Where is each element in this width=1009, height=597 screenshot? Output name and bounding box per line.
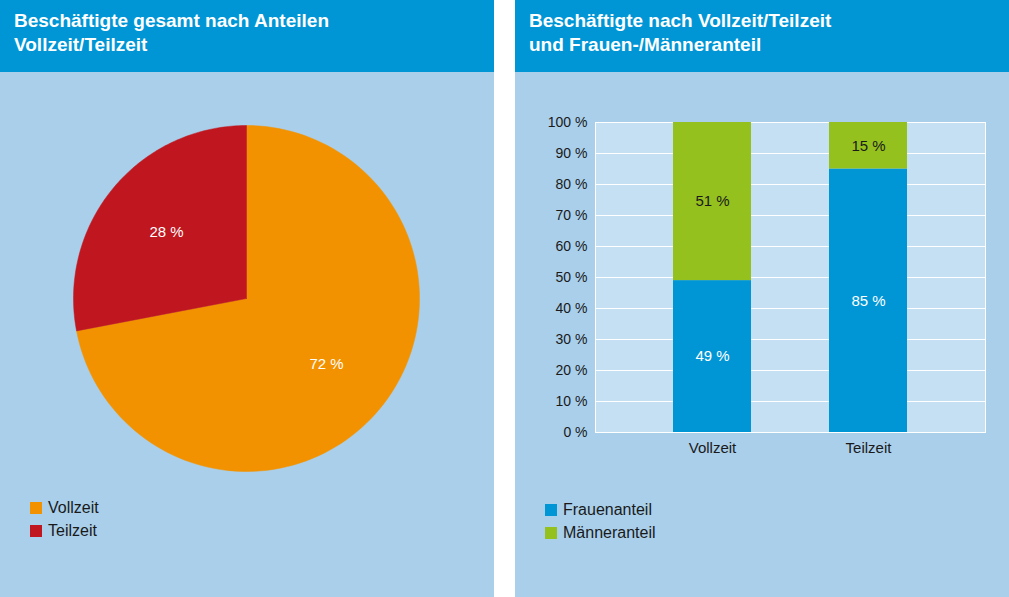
svg-text:70 %: 70 % [556,207,588,223]
svg-text:0 %: 0 % [563,424,587,440]
svg-text:20 %: 20 % [556,362,588,378]
svg-text:50 %: 50 % [556,269,588,285]
svg-text:40 %: 40 % [556,300,588,316]
html-text:Frauenanteil: Frauenanteil [563,500,652,518]
svg-text:85 %: 85 % [851,292,885,309]
svg-text:28 %: 28 % [149,223,183,240]
svg-text:60 %: 60 % [556,238,588,254]
svg-text:100 %: 100 % [548,114,588,130]
svg-text:Teilzeit: Teilzeit [846,439,893,456]
svg-text:51 %: 51 % [695,192,729,209]
svg-text:Vollzeit: Vollzeit [689,439,737,456]
html-text:Beschäftigte nach Vollzeit/Tei: Beschäftigte nach Vollzeit/Teilzeit und … [529,10,832,55]
svg-text:72 %: 72 % [309,355,343,372]
svg-text:49 %: 49 % [695,347,729,364]
html-text:Vollzeit: Vollzeit [48,498,99,516]
html-text:Männeranteil: Männeranteil [563,523,656,541]
svg-text:30 %: 30 % [556,331,588,347]
svg-text:15 %: 15 % [851,137,885,154]
svg-text:80 %: 80 % [556,176,588,192]
html-text:Teilzeit: Teilzeit [48,521,97,539]
svg-text:10 %: 10 % [556,393,588,409]
svg-text:90 %: 90 % [556,145,588,161]
html-text:Beschäftigte gesamt nach Antei: Beschäftigte gesamt nach Anteilen Vollze… [14,10,329,55]
